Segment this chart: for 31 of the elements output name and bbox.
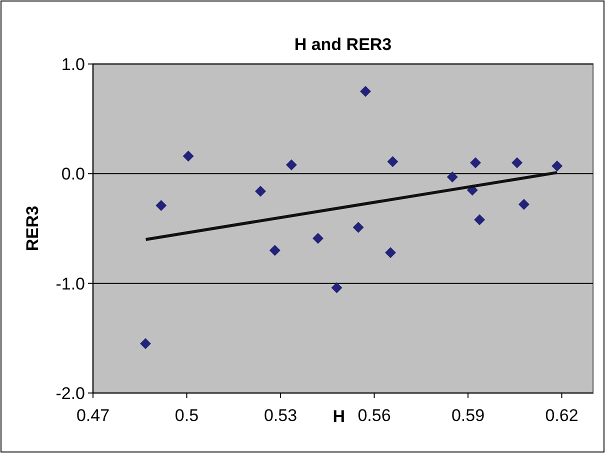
x-tick-label: 0.5	[174, 406, 199, 425]
point	[140, 338, 151, 350]
point	[182, 150, 194, 162]
point	[269, 244, 280, 256]
point	[312, 232, 324, 244]
chart-title: H and RER3	[294, 35, 392, 54]
point	[360, 86, 371, 97]
y-tick-label: 1.0	[61, 54, 85, 74]
point	[512, 157, 523, 168]
x-axis-title: H	[332, 407, 345, 426]
x-tick-label: 0.59	[451, 406, 485, 425]
point	[446, 171, 458, 182]
y-tick-label: 0.0	[61, 164, 85, 184]
y-tick-label: -2.0	[56, 384, 85, 403]
x-tick-label: 0.56	[358, 406, 391, 425]
point	[552, 160, 563, 172]
point	[331, 282, 342, 294]
point	[474, 214, 486, 226]
y-axis-title: RER3	[23, 206, 42, 252]
point	[470, 157, 481, 168]
point	[255, 186, 266, 197]
point	[156, 200, 167, 211]
y-tick-label: -1.0	[56, 274, 85, 294]
x-tick-label: 0.53	[264, 406, 298, 425]
x-tick-label: 0.47	[76, 406, 110, 425]
x-tick-label: 0.62	[545, 406, 578, 425]
point	[286, 159, 297, 170]
point	[352, 222, 364, 233]
point	[387, 156, 398, 168]
point	[518, 198, 530, 210]
point	[385, 247, 396, 258]
